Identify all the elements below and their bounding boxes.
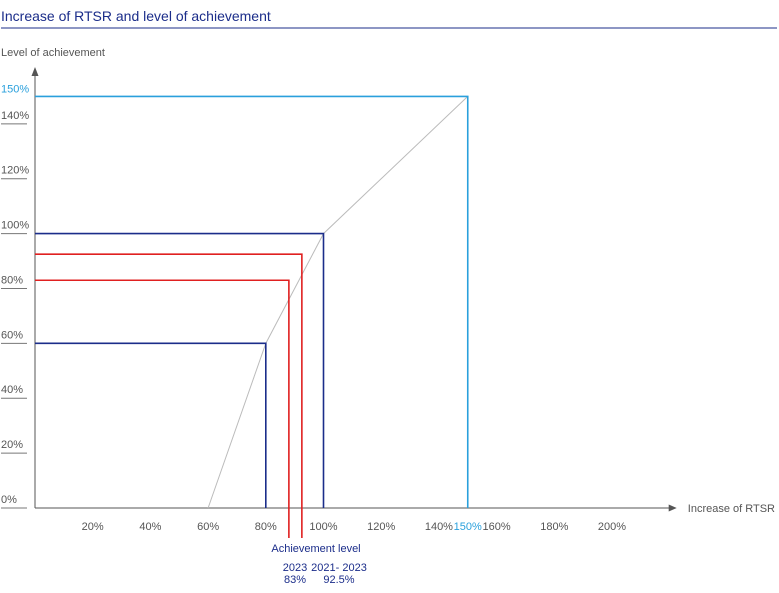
guide-line-1 xyxy=(35,232,325,508)
y-axis-arrow xyxy=(31,67,39,76)
y-tick-label-20: 20% xyxy=(1,439,23,451)
y-tick-label-100: 100% xyxy=(1,220,29,232)
achievement-period-2023: 2023 xyxy=(283,562,307,574)
achievement-label: Achievement level xyxy=(271,543,360,555)
guide-line-2 xyxy=(35,253,303,538)
y-tick-label-80: 80% xyxy=(1,274,23,286)
x-tick-label-200: 200% xyxy=(598,521,626,533)
x-tick-label-180: 180% xyxy=(540,521,568,533)
x-axis-label: Increase of RTSR xyxy=(688,503,775,515)
x-tick-label-160: 160% xyxy=(483,521,511,533)
x-tick-label-20: 20% xyxy=(82,521,104,533)
y-tick-label-40: 40% xyxy=(1,384,23,396)
guide-line-3 xyxy=(35,279,290,538)
x-tick-label-cap: 150% xyxy=(454,521,482,533)
guide-line-0 xyxy=(35,342,267,508)
y-tick-label-120: 120% xyxy=(1,165,29,177)
chart-title: Increase of RTSR and level of achievemen… xyxy=(1,8,271,24)
y-tick-label-0: 0% xyxy=(1,494,17,506)
x-tick-label-100: 100% xyxy=(309,521,337,533)
x-tick-label-40: 40% xyxy=(139,521,161,533)
x-tick-label-140: 140% xyxy=(425,521,453,533)
achievement-value-2021-2023: 92.5% xyxy=(323,574,354,586)
y-tick-label-cap: 150% xyxy=(1,83,29,95)
x-axis-arrow xyxy=(668,504,677,512)
x-tick-label-60: 60% xyxy=(197,521,219,533)
achievement-curve xyxy=(207,96,469,509)
guide-line-4 xyxy=(35,95,469,508)
y-tick-label-60: 60% xyxy=(1,329,23,341)
x-tick-label-80: 80% xyxy=(255,521,277,533)
x-tick-label-120: 120% xyxy=(367,521,395,533)
y-tick-label-140: 140% xyxy=(1,110,29,122)
plot-area: 0% 20% 40% 60% 80% 100% 120% 140% 20% 40% 60% 80% 10… xyxy=(1,67,677,538)
y-axis-label: Level of achievement xyxy=(1,47,105,59)
achievement-period-2021-2023: 2021- 2023 xyxy=(311,562,367,574)
achievement-value-2023: 83% xyxy=(284,574,306,586)
